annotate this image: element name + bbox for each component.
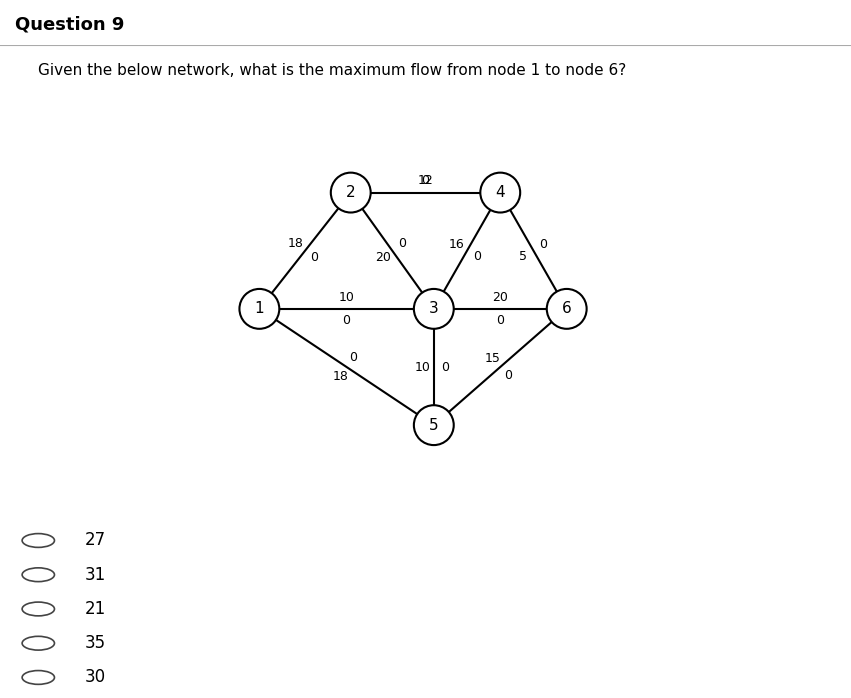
Text: 35: 35	[85, 634, 106, 652]
Text: 18: 18	[332, 370, 348, 383]
Text: 21: 21	[85, 600, 106, 618]
Text: Given the below network, what is the maximum flow from node 1 to node 6?: Given the below network, what is the max…	[38, 63, 626, 78]
Text: 0: 0	[504, 369, 512, 383]
Text: 5: 5	[519, 250, 528, 263]
Text: 15: 15	[485, 352, 500, 365]
Text: 0: 0	[421, 174, 430, 188]
Circle shape	[414, 289, 454, 329]
Text: 31: 31	[85, 566, 106, 584]
Text: 16: 16	[449, 239, 465, 251]
Text: 18: 18	[288, 237, 304, 250]
Text: 10: 10	[414, 360, 430, 373]
Text: 0: 0	[473, 250, 481, 263]
Text: 0: 0	[311, 251, 318, 265]
Circle shape	[480, 172, 520, 212]
Circle shape	[239, 289, 279, 329]
Text: 12: 12	[418, 174, 433, 188]
Circle shape	[414, 406, 454, 445]
Text: 0: 0	[343, 314, 351, 327]
Text: 30: 30	[85, 669, 106, 686]
Text: 1: 1	[254, 302, 264, 316]
Text: 0: 0	[540, 239, 547, 251]
Text: 0: 0	[496, 314, 505, 327]
Text: 10: 10	[339, 291, 355, 304]
Text: 5: 5	[429, 417, 438, 433]
Text: 0: 0	[349, 351, 357, 364]
Text: 6: 6	[562, 302, 572, 316]
Text: 0: 0	[442, 360, 449, 373]
Text: 27: 27	[85, 531, 106, 549]
Text: Question 9: Question 9	[15, 16, 125, 34]
Text: 4: 4	[495, 185, 505, 200]
Text: 2: 2	[346, 185, 356, 200]
Circle shape	[331, 172, 371, 212]
Circle shape	[547, 289, 586, 329]
Text: 20: 20	[493, 291, 508, 304]
Text: 20: 20	[375, 251, 391, 264]
Text: 3: 3	[429, 302, 438, 316]
Text: 0: 0	[397, 237, 406, 251]
